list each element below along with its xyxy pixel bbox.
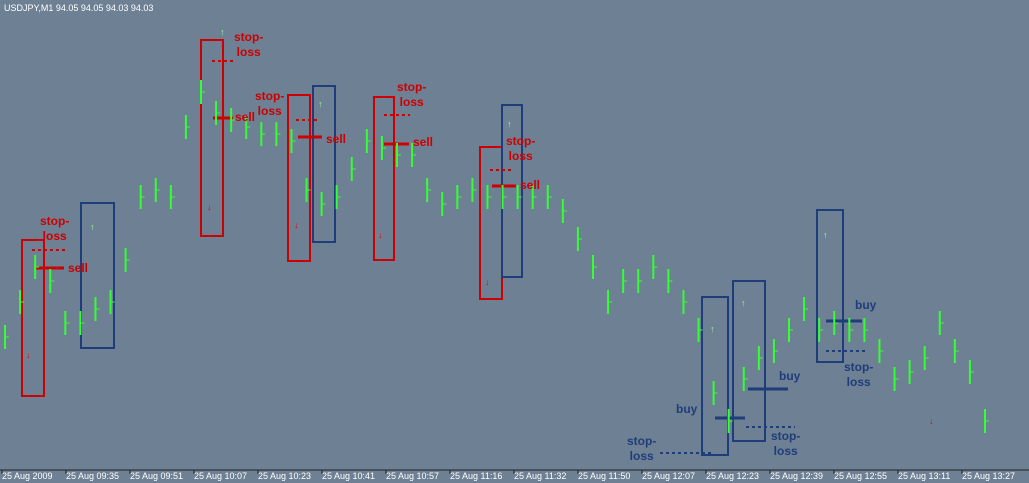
annotation: stop- loss bbox=[397, 80, 427, 109]
arrows: ↓ ↓ ↓ ↓ ↓ ↓ ↑ ↑ ↑ ↑ ↑ ↑ ↑ bbox=[26, 27, 934, 426]
x-tick-label: 25 Aug 12:07 bbox=[642, 471, 695, 481]
annotation: stop- loss bbox=[771, 429, 801, 458]
level-lines bbox=[32, 60, 868, 454]
annotation: stop- loss bbox=[40, 214, 70, 243]
x-tick-label: 25 Aug 11:50 bbox=[578, 471, 630, 481]
chart-title: USDJPY,M1 94.05 94.05 94.03 94.03 bbox=[4, 3, 153, 13]
svg-text:↓: ↓ bbox=[929, 416, 934, 426]
x-tick-label: 25 Aug 13:27 bbox=[962, 471, 1015, 481]
annotation: stop- loss bbox=[844, 360, 874, 389]
x-tick-label: 25 Aug 11:32 bbox=[514, 471, 566, 481]
annotation: stop- loss bbox=[506, 134, 536, 163]
boxes bbox=[21, 39, 844, 456]
annotation: sell bbox=[413, 135, 434, 149]
annotation: sell bbox=[326, 132, 347, 146]
svg-text:↑: ↑ bbox=[823, 230, 828, 240]
x-tick-label: 25 Aug 10:41 bbox=[322, 471, 375, 481]
x-tick-label: 25 Aug 12:23 bbox=[706, 471, 759, 481]
svg-text:↑: ↑ bbox=[90, 222, 95, 232]
x-tick-label: 25 Aug 10:57 bbox=[386, 471, 439, 481]
annotation: sell bbox=[235, 110, 256, 124]
annotation: buy bbox=[676, 402, 698, 416]
svg-text:↑: ↑ bbox=[710, 324, 715, 334]
svg-text:↑: ↑ bbox=[507, 119, 512, 129]
svg-text:↑: ↑ bbox=[220, 27, 225, 37]
x-tick-label: 25 Aug 12:39 bbox=[770, 471, 823, 481]
svg-text:↓: ↓ bbox=[207, 202, 212, 212]
svg-text:↓: ↓ bbox=[378, 230, 383, 240]
svg-text:↓: ↓ bbox=[485, 277, 490, 287]
x-tick-label: 25 Aug 10:23 bbox=[258, 471, 311, 481]
annotation: buy bbox=[779, 369, 801, 383]
svg-text:↓: ↓ bbox=[294, 220, 299, 230]
svg-text:↓: ↓ bbox=[26, 350, 31, 360]
x-tick-label: 25 Aug 09:51 bbox=[130, 471, 183, 481]
svg-text:↑: ↑ bbox=[741, 298, 746, 308]
annotation: sell bbox=[68, 261, 89, 275]
x-tick-label: 25 Aug 10:07 bbox=[194, 471, 247, 481]
annotation: sell bbox=[520, 178, 541, 192]
x-tick-label: 25 Aug 13:11 bbox=[898, 471, 950, 481]
svg-text:↑: ↑ bbox=[318, 99, 323, 109]
x-tick-label: 25 Aug 11:16 bbox=[450, 471, 502, 481]
x-tick-label: 25 Aug 2009 bbox=[2, 471, 53, 481]
annotation: stop- loss bbox=[627, 434, 657, 463]
x-tick-label: 25 Aug 12:55 bbox=[834, 471, 887, 481]
x-tick-label: 25 Aug 09:35 bbox=[66, 471, 119, 481]
annotation: stop- loss bbox=[255, 89, 285, 118]
annotation: buy bbox=[855, 298, 877, 312]
annotation: stop- loss bbox=[234, 30, 264, 59]
